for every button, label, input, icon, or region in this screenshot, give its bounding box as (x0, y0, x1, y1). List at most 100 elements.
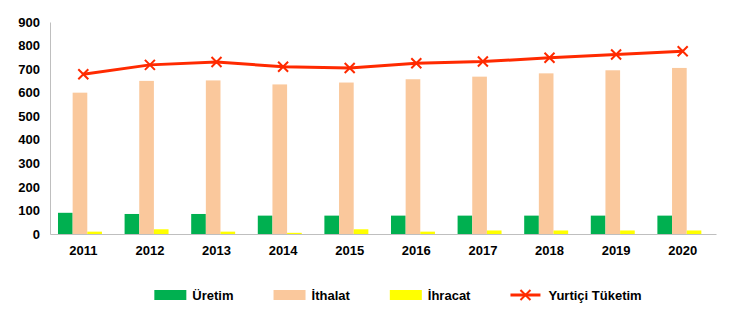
y-tick: 700 (18, 62, 50, 77)
bar (591, 216, 606, 234)
y-tick-label: 600 (18, 85, 40, 100)
bar (657, 216, 672, 234)
bar (154, 229, 169, 234)
bar (472, 77, 487, 234)
x-tick: 2018 (535, 234, 564, 258)
bar (539, 73, 554, 234)
legend-item: İhracat (390, 288, 471, 303)
bar (391, 216, 406, 234)
y-tick: 600 (18, 85, 50, 100)
x-tick-label: 2018 (535, 243, 564, 258)
legend: Üretim İthalat İhracat Yurtiçi Tüketim (154, 288, 641, 303)
marks (58, 46, 701, 234)
legend-swatch (274, 290, 306, 300)
marker (678, 46, 688, 56)
y-tick-label: 400 (18, 132, 40, 147)
x-tick: 2014 (269, 234, 299, 258)
bar (58, 213, 73, 234)
x-tick: 2017 (468, 234, 497, 258)
y-tick: 500 (18, 109, 50, 124)
x-axis: 2011 2012 2013 2014 2015 2016 2017 2018 2019 2020 (51, 234, 717, 258)
y-tick: 100 (18, 203, 50, 218)
legend-item: Üretim (154, 288, 233, 303)
y-tick: 200 (18, 180, 50, 195)
x-tick: 2011 (69, 234, 97, 258)
bar (287, 233, 302, 234)
bar (354, 229, 369, 234)
x-tick-label: 2016 (402, 243, 431, 258)
legend-swatch (390, 290, 422, 300)
marker (611, 50, 621, 60)
marker (212, 57, 222, 67)
legend-label: Yurtiçi Tüketim (548, 288, 641, 303)
x-tick: 2013 (202, 234, 231, 258)
legend-label: İthalat (312, 288, 351, 303)
marker (545, 53, 555, 63)
bar-series (87, 229, 701, 234)
x-tick-label: 2015 (335, 243, 364, 258)
legend-label: İhracat (428, 288, 471, 303)
y-tick: 400 (18, 132, 50, 147)
x-axis-line (51, 234, 717, 235)
bar (406, 79, 421, 234)
bar (73, 93, 88, 234)
bar (620, 230, 635, 234)
y-tick: 900 (18, 15, 50, 30)
x-tick-label: 2012 (135, 243, 164, 258)
bar (87, 232, 102, 234)
legend-item: İthalat (274, 288, 351, 303)
bar (553, 230, 568, 234)
bar (206, 80, 221, 234)
x-tick-label: 2011 (69, 243, 97, 258)
line (83, 51, 682, 74)
legend-label: Üretim (192, 288, 233, 303)
x-tick: 2020 (668, 234, 697, 258)
x-tick: 2012 (135, 234, 164, 258)
x-tick: 2015 (335, 234, 364, 258)
marker (278, 62, 288, 72)
y-tick-label: 0 (33, 227, 40, 242)
marker (345, 63, 355, 73)
y-axis-line (50, 23, 51, 235)
x-tick-label: 2020 (668, 243, 697, 258)
y-tick-label: 800 (18, 38, 40, 53)
y-tick-label: 700 (18, 62, 40, 77)
marker (478, 57, 488, 67)
y-tick: 800 (18, 38, 50, 53)
legend-item: Yurtiçi Tüketim (510, 288, 641, 303)
chart: 0 100 200 300 400 500 600 700 800 900 2011 2012 2013… (0, 0, 756, 322)
x-tick-label: 2017 (468, 243, 497, 258)
bar-series (73, 68, 687, 234)
bar (125, 214, 140, 234)
bar (139, 81, 154, 234)
y-tick-label: 900 (18, 15, 40, 30)
x-tick-label: 2013 (202, 243, 231, 258)
legend-marker (520, 290, 530, 300)
plot: 0 100 200 300 400 500 600 700 800 900 2011 2012 2013… (18, 15, 716, 259)
marker (411, 58, 421, 68)
bar (605, 70, 620, 234)
bar (339, 83, 354, 234)
y-tick-label: 500 (18, 109, 40, 124)
y-tick-label: 300 (18, 156, 40, 171)
x-tick: 2016 (402, 234, 431, 258)
bar (324, 216, 339, 234)
bar (524, 216, 539, 234)
marker (145, 60, 155, 70)
y-tick-label: 100 (18, 203, 40, 218)
bar (272, 84, 287, 234)
bar (672, 68, 687, 234)
x-tick-label: 2014 (269, 243, 299, 258)
bar (191, 214, 206, 234)
bar (220, 232, 235, 234)
y-tick: 0 (33, 227, 50, 242)
x-tick-label: 2019 (602, 243, 631, 258)
bar (458, 216, 473, 234)
legend-swatch (154, 290, 186, 300)
y-tick-label: 200 (18, 180, 40, 195)
bar (687, 230, 702, 234)
bar (487, 230, 502, 234)
bar (420, 232, 435, 234)
markers (78, 46, 687, 79)
y-tick: 300 (18, 156, 50, 171)
